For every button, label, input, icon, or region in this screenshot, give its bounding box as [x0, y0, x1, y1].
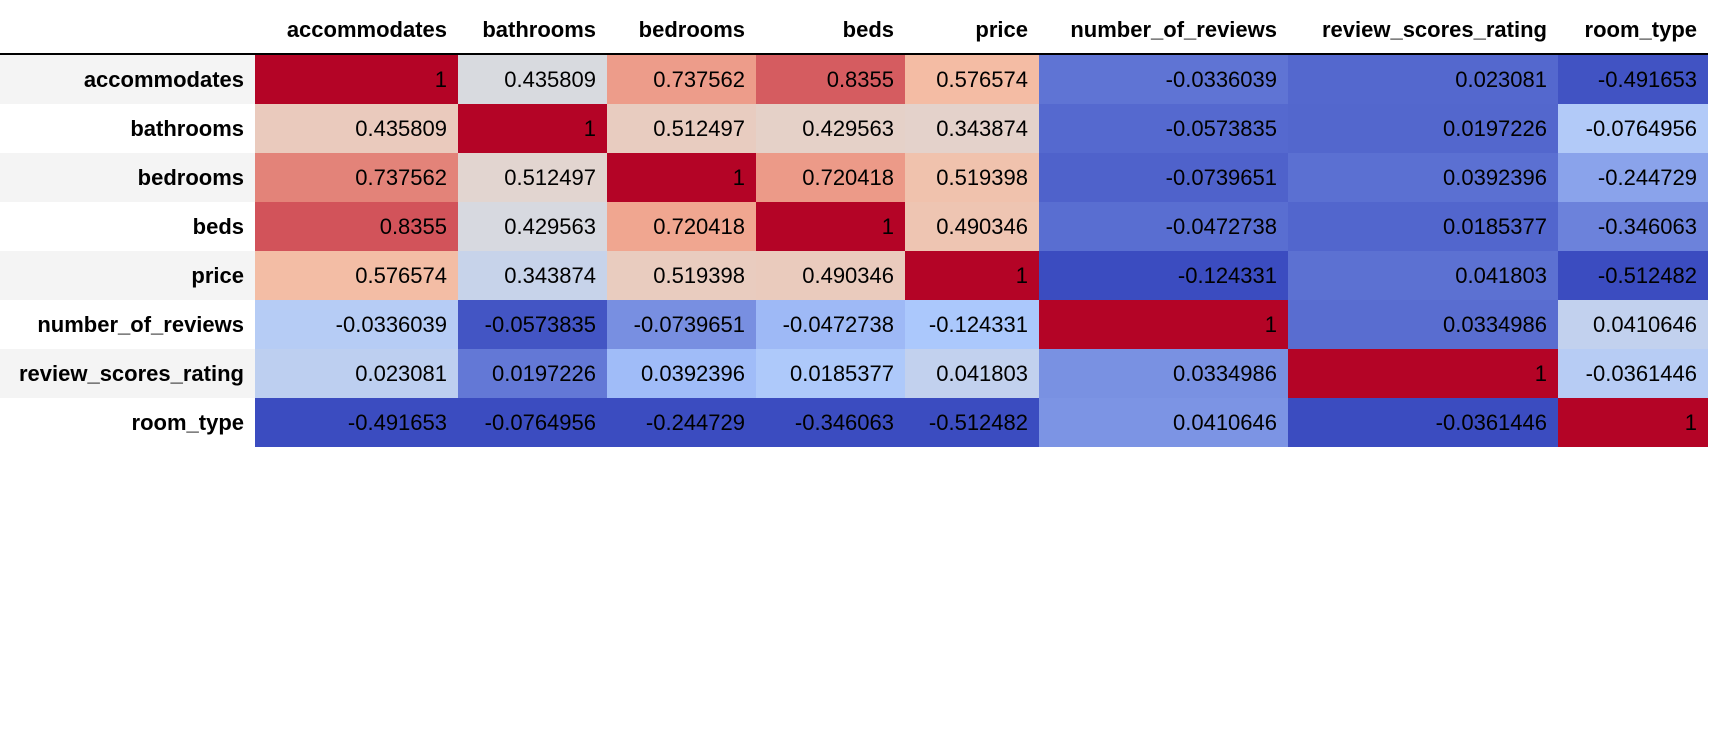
heatmap-cell: 1 — [1558, 398, 1708, 447]
row-header: beds — [0, 202, 255, 251]
heatmap-cell: -0.124331 — [905, 300, 1039, 349]
table-row: beds 0.8355 0.429563 0.720418 1 0.490346 -0.04… — [0, 202, 1708, 251]
heatmap-cell: -0.0739651 — [607, 300, 756, 349]
heatmap-cell: 0.737562 — [607, 54, 756, 104]
heatmap-cell: 0.576574 — [255, 251, 458, 300]
heatmap-cell: 0.343874 — [458, 251, 607, 300]
heatmap-cell: 0.8355 — [756, 54, 905, 104]
row-header: bedrooms — [0, 153, 255, 202]
column-header: beds — [756, 6, 905, 55]
heatmap-cell: 0.0197226 — [1288, 104, 1558, 153]
heatmap-cell: 1 — [607, 153, 756, 202]
heatmap-cell: -0.512482 — [905, 398, 1039, 447]
heatmap-cell: 0.490346 — [756, 251, 905, 300]
heatmap-cell: 0.720418 — [756, 153, 905, 202]
heatmap-cell: -0.244729 — [1558, 153, 1708, 202]
column-header: accommodates — [255, 6, 458, 55]
heatmap-cell: 0.435809 — [458, 54, 607, 104]
heatmap-cell: 1 — [905, 251, 1039, 300]
heatmap-cell: -0.0764956 — [1558, 104, 1708, 153]
heatmap-cell: -0.0573835 — [1039, 104, 1288, 153]
table-row: bedrooms 0.737562 0.512497 1 0.720418 0.51939… — [0, 153, 1708, 202]
heatmap-cell: 1 — [756, 202, 905, 251]
table-body: accommodates 1 0.435809 0.737562 0.8355 0.576… — [0, 54, 1708, 447]
row-header: bathrooms — [0, 104, 255, 153]
heatmap-cell: 1 — [458, 104, 607, 153]
heatmap-cell: 0.519398 — [607, 251, 756, 300]
heatmap-cell: -0.244729 — [607, 398, 756, 447]
heatmap-cell: 0.041803 — [905, 349, 1039, 398]
heatmap-cell: 0.720418 — [607, 202, 756, 251]
heatmap-cell: 0.0410646 — [1558, 300, 1708, 349]
column-header: price — [905, 6, 1039, 55]
heatmap-cell: 0.0185377 — [1288, 202, 1558, 251]
heatmap-cell: -0.0336039 — [255, 300, 458, 349]
heatmap-cell: 1 — [1039, 300, 1288, 349]
heatmap-cell: 0.8355 — [255, 202, 458, 251]
correlation-table: accommodates bathrooms bedrooms beds price nu… — [0, 6, 1708, 447]
heatmap-cell: 0.343874 — [905, 104, 1039, 153]
table-row: number_of_reviews -0.0336039 -0.0573835 -0.… — [0, 300, 1708, 349]
heatmap-cell: 0.0392396 — [1288, 153, 1558, 202]
heatmap-cell: 1 — [1288, 349, 1558, 398]
heatmap-cell: -0.491653 — [1558, 54, 1708, 104]
heatmap-cell: 0.512497 — [458, 153, 607, 202]
heatmap-cell: 0.512497 — [607, 104, 756, 153]
heatmap-cell: 0.023081 — [255, 349, 458, 398]
row-header: price — [0, 251, 255, 300]
heatmap-cell: 0.0185377 — [756, 349, 905, 398]
heatmap-cell: 0.576574 — [905, 54, 1039, 104]
heatmap-cell: 0.490346 — [905, 202, 1039, 251]
table-row: room_type -0.491653 -0.0764956 -0.244729 -0.… — [0, 398, 1708, 447]
heatmap-cell: -0.0361446 — [1288, 398, 1558, 447]
table-row: accommodates 1 0.435809 0.737562 0.8355 0.576… — [0, 54, 1708, 104]
heatmap-cell: 0.737562 — [255, 153, 458, 202]
heatmap-cell: 0.0334986 — [1288, 300, 1558, 349]
heatmap-cell: -0.0336039 — [1039, 54, 1288, 104]
heatmap-cell: -0.512482 — [1558, 251, 1708, 300]
heatmap-cell: -0.491653 — [255, 398, 458, 447]
corner-cell — [0, 6, 255, 55]
heatmap-cell: 0.429563 — [458, 202, 607, 251]
heatmap-cell: -0.346063 — [1558, 202, 1708, 251]
column-header: review_scores_rating — [1288, 6, 1558, 55]
heatmap-cell: 0.0410646 — [1039, 398, 1288, 447]
table-row: review_scores_rating 0.023081 0.0197226 0.0… — [0, 349, 1708, 398]
heatmap-cell: -0.0472738 — [756, 300, 905, 349]
heatmap-cell: 1 — [255, 54, 458, 104]
heatmap-cell: -0.0573835 — [458, 300, 607, 349]
heatmap-cell: 0.041803 — [1288, 251, 1558, 300]
heatmap-cell: 0.023081 — [1288, 54, 1558, 104]
table-row: bathrooms 0.435809 1 0.512497 0.429563 0.3438… — [0, 104, 1708, 153]
row-header: accommodates — [0, 54, 255, 104]
heatmap-cell: -0.124331 — [1039, 251, 1288, 300]
heatmap-cell: -0.0764956 — [458, 398, 607, 447]
heatmap-cell: -0.0361446 — [1558, 349, 1708, 398]
table-row: price 0.576574 0.343874 0.519398 0.490346 1 -0… — [0, 251, 1708, 300]
row-header: review_scores_rating — [0, 349, 255, 398]
column-header: room_type — [1558, 6, 1708, 55]
column-header: bathrooms — [458, 6, 607, 55]
heatmap-cell: 0.519398 — [905, 153, 1039, 202]
column-header: number_of_reviews — [1039, 6, 1288, 55]
heatmap-cell: 0.435809 — [255, 104, 458, 153]
heatmap-cell: 0.0197226 — [458, 349, 607, 398]
heatmap-cell: -0.0739651 — [1039, 153, 1288, 202]
column-header: bedrooms — [607, 6, 756, 55]
heatmap-cell: 0.429563 — [756, 104, 905, 153]
header-row: accommodates bathrooms bedrooms beds price nu… — [0, 6, 1708, 55]
heatmap-cell: 0.0392396 — [607, 349, 756, 398]
heatmap-cell: -0.0472738 — [1039, 202, 1288, 251]
heatmap-cell: 0.0334986 — [1039, 349, 1288, 398]
row-header: room_type — [0, 398, 255, 447]
row-header: number_of_reviews — [0, 300, 255, 349]
heatmap-cell: -0.346063 — [756, 398, 905, 447]
